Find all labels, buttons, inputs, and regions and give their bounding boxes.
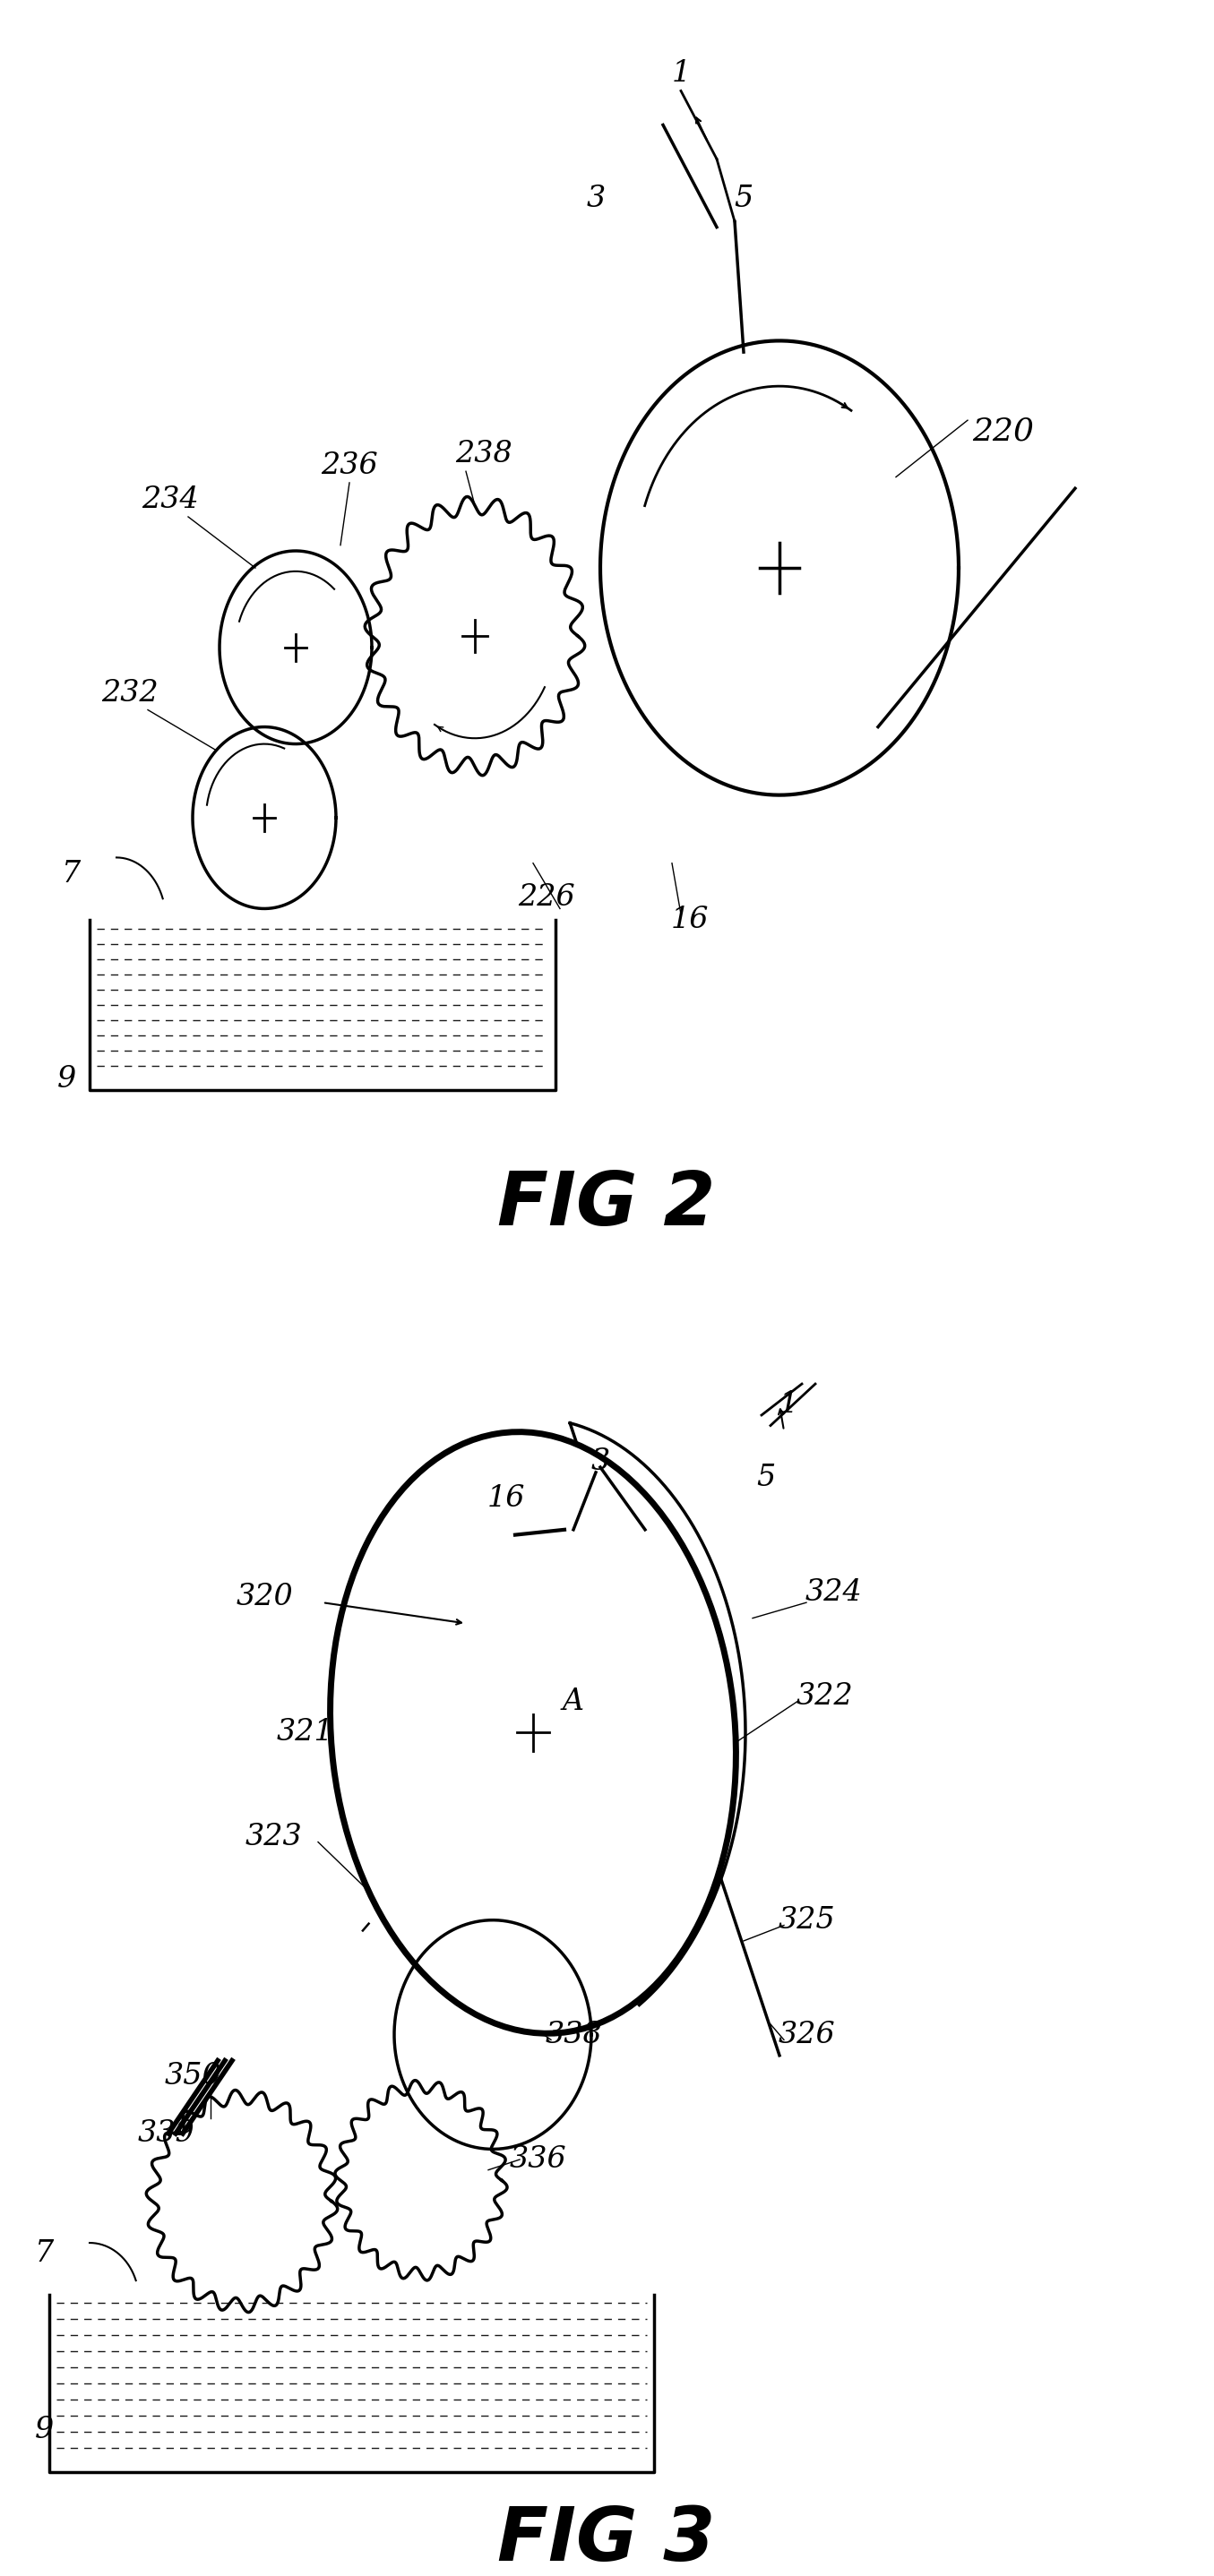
Text: FIG 3: FIG 3 <box>498 2504 715 2576</box>
Text: 9: 9 <box>35 2416 55 2445</box>
Text: 226: 226 <box>518 884 575 912</box>
Text: 5: 5 <box>734 185 753 214</box>
Polygon shape <box>193 726 336 909</box>
Text: 336: 336 <box>509 2146 566 2174</box>
Text: 326: 326 <box>778 2020 835 2048</box>
Text: 3: 3 <box>586 185 606 214</box>
Text: 16: 16 <box>671 907 709 935</box>
Text: 323: 323 <box>245 1821 302 1852</box>
Text: 350: 350 <box>164 2061 221 2092</box>
Text: 339: 339 <box>137 2120 194 2148</box>
Text: 9: 9 <box>58 1064 76 1092</box>
Text: 7: 7 <box>62 860 81 889</box>
Ellipse shape <box>330 1432 736 2032</box>
Text: 320: 320 <box>236 1584 293 1613</box>
Text: 1: 1 <box>671 59 691 88</box>
Text: 236: 236 <box>320 451 378 479</box>
Text: 1: 1 <box>779 1391 798 1419</box>
Polygon shape <box>220 551 371 744</box>
Polygon shape <box>146 2089 337 2313</box>
Text: 16: 16 <box>487 1484 526 1512</box>
Text: 234: 234 <box>142 484 199 515</box>
Polygon shape <box>335 2081 507 2280</box>
Text: 3: 3 <box>591 1448 609 1476</box>
Text: 322: 322 <box>795 1682 852 1710</box>
Text: 324: 324 <box>805 1577 862 1607</box>
Text: 321: 321 <box>276 1718 333 1747</box>
Polygon shape <box>600 340 959 796</box>
Text: 220: 220 <box>972 417 1034 446</box>
Text: 338: 338 <box>545 2020 602 2048</box>
Text: 232: 232 <box>101 677 159 708</box>
Polygon shape <box>395 1919 591 2148</box>
Text: 5: 5 <box>756 1463 776 1492</box>
Text: 7: 7 <box>35 2239 55 2267</box>
Polygon shape <box>365 497 585 775</box>
Text: A: A <box>562 1687 584 1716</box>
Text: 238: 238 <box>455 440 512 469</box>
Text: FIG 2: FIG 2 <box>498 1167 715 1239</box>
Text: 325: 325 <box>778 1906 835 1935</box>
